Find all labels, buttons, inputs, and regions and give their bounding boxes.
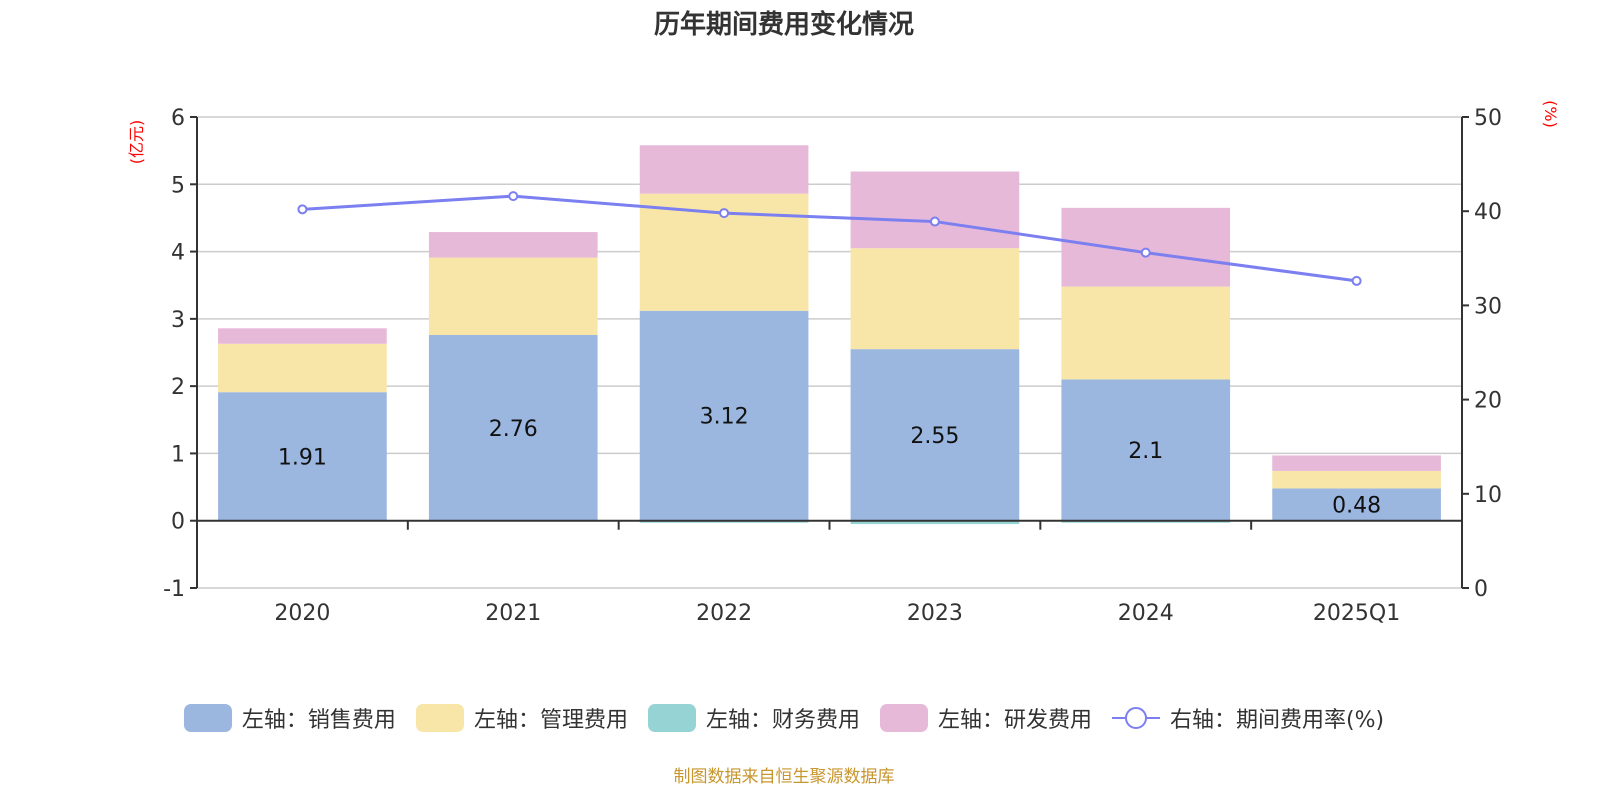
chart-title: 历年期间费用变化情况	[653, 10, 914, 40]
data-labels: 1.91 2.76 3.12 2.55 2.1 0.48	[278, 405, 1381, 519]
legend: 左轴：销售费用 左轴：管理费用 左轴：财务费用 左轴：研发费用 右轴：期间费用率…	[0, 702, 1568, 734]
bar-value-label: 0.48	[1332, 494, 1381, 519]
x-tick-label: 2025Q1	[1313, 601, 1400, 626]
data-source-footer: 制图数据来自恒生聚源数据库	[673, 767, 895, 787]
x-tick-label: 2021	[485, 601, 541, 626]
left-axis-label: (亿元)	[127, 120, 146, 165]
right-tick-label: 20	[1474, 389, 1502, 414]
rate-point[interactable]	[508, 191, 519, 202]
bar-sales[interactable]	[850, 349, 1020, 521]
left-tick-label: -1	[163, 577, 185, 602]
right-axis-label: (%)	[1541, 100, 1560, 128]
legend-label: 左轴：管理费用	[473, 708, 628, 733]
line-marker-icon	[1111, 707, 1160, 729]
rate-point[interactable]	[297, 204, 308, 215]
rate-line	[302, 194, 1357, 283]
bar-admin[interactable]	[1272, 470, 1441, 489]
line-series	[297, 191, 1362, 286]
bar-series	[218, 145, 1441, 525]
right-tick-label: 30	[1474, 294, 1502, 319]
left-tick-label: 0	[171, 510, 185, 535]
bar-value-label: 3.12	[700, 405, 749, 430]
bar-rnd[interactable]	[1061, 207, 1231, 287]
x-tick-label: 2020	[274, 601, 330, 626]
bar-finance[interactable]	[1061, 520, 1231, 523]
x-tick-label: 2023	[907, 601, 963, 626]
bar-value-label: 2.55	[910, 424, 959, 449]
left-tick-label: 5	[171, 173, 185, 198]
left-tick-label: 3	[171, 308, 185, 333]
chart-plot: -1 0 1 2 3 4 5 6 0 10 20 30 40 50 2020 2021 2022 2023 2024…	[127, 100, 1560, 626]
bar-rnd[interactable]	[1272, 455, 1441, 471]
legend-item-admin[interactable]: 左轴：管理费用	[415, 702, 628, 734]
rate-point[interactable]	[929, 216, 940, 227]
bar-admin[interactable]	[850, 248, 1020, 350]
bar-sales[interactable]	[1272, 488, 1441, 521]
bar-sales[interactable]	[1061, 379, 1231, 521]
bar-admin[interactable]	[1061, 286, 1231, 380]
bar-rnd[interactable]	[850, 171, 1020, 249]
legend-item-rate[interactable]: 右轴：期间费用率(%)	[1111, 702, 1385, 734]
left-tick-label: 1	[171, 442, 185, 467]
right-tick-label: 0	[1474, 577, 1488, 602]
bar-rnd[interactable]	[428, 232, 598, 258]
x-tick-label: 2022	[696, 601, 752, 626]
bar-value-label: 2.76	[489, 417, 538, 442]
legend-label: 右轴：期间费用率(%)	[1169, 708, 1385, 733]
right-tick-label: 10	[1474, 483, 1502, 508]
right-tick-label: 50	[1474, 106, 1502, 131]
legend-swatch-rnd	[879, 704, 928, 732]
bar-admin[interactable]	[218, 343, 387, 393]
bar-admin[interactable]	[428, 257, 598, 336]
x-tick-label: 2024	[1118, 601, 1174, 626]
legend-item-sales[interactable]: 左轴：销售费用	[183, 702, 396, 734]
legend-label: 左轴：研发费用	[937, 708, 1092, 733]
legend-swatch-finance	[647, 704, 696, 732]
right-tick-label: 40	[1474, 200, 1502, 225]
bar-sales[interactable]	[428, 335, 598, 521]
rate-point[interactable]	[1140, 247, 1151, 258]
bar-sales[interactable]	[218, 392, 387, 521]
legend-label: 左轴：财务费用	[705, 708, 860, 733]
rate-point[interactable]	[719, 208, 730, 219]
bar-value-label: 1.91	[278, 445, 327, 470]
rate-point[interactable]	[1351, 275, 1362, 286]
legend-item-finance[interactable]: 左轴：财务费用	[647, 702, 860, 734]
left-tick-label: 6	[171, 106, 185, 131]
bar-rnd[interactable]	[639, 145, 809, 194]
legend-item-rnd[interactable]: 左轴：研发费用	[879, 702, 1092, 734]
bar-sales[interactable]	[639, 310, 809, 521]
bar-value-label: 2.1	[1128, 439, 1163, 464]
legend-swatch-sales	[183, 704, 232, 732]
left-tick-label: 2	[171, 375, 185, 400]
axes: -1 0 1 2 3 4 5 6 0 10 20 30 40 50 2020 2021 2022 2023 2024…	[163, 106, 1502, 626]
bar-rnd[interactable]	[218, 328, 387, 344]
bar-finance[interactable]	[850, 520, 1020, 525]
left-tick-label: 4	[171, 241, 185, 266]
legend-label: 左轴：销售费用	[241, 708, 396, 733]
bar-finance[interactable]	[639, 520, 809, 523]
legend-swatch-admin	[415, 704, 464, 732]
